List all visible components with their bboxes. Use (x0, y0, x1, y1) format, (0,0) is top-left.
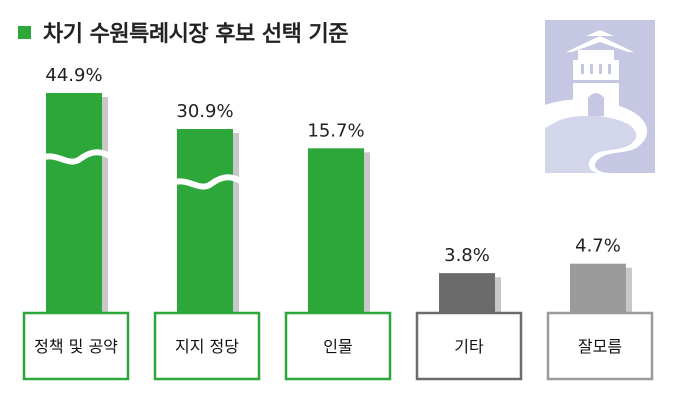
value-label-정책-및-공약: 44.9% (45, 65, 102, 86)
category-label-잘모름: 잘모름 (578, 337, 622, 356)
category-box-정책-및-공약 (22, 311, 130, 381)
title-marker (18, 25, 31, 39)
category-box-인물 (284, 311, 392, 381)
chart-title: 차기 수원특례시장 후보 선택 기준 (43, 22, 349, 47)
bar-지지-정당 (177, 129, 233, 313)
axis-break-지지-정당 (169, 174, 247, 190)
bar-정책-및-공약 (46, 93, 102, 313)
fortress-gate-illustration (545, 20, 655, 173)
bar-잘모름 (570, 263, 626, 313)
bar-인물 (308, 148, 364, 313)
category-label-정책-및-공약: 정책 및 공약 (34, 337, 118, 356)
category-box-지지-정당 (153, 311, 261, 381)
bar-기타 (439, 273, 495, 313)
category-box-기타 (415, 311, 523, 381)
value-label-기타: 3.8% (444, 245, 490, 266)
category-box-잘모름 (546, 311, 654, 381)
value-label-잘모름: 4.7% (575, 236, 621, 257)
chart-title-row: 차기 수원특례시장 후보 선택 기준 (18, 14, 349, 50)
category-label-인물: 인물 (323, 337, 352, 356)
value-label-지지-정당: 30.9% (176, 101, 233, 122)
value-label-인물: 15.7% (307, 120, 364, 141)
category-label-지지-정당: 지지 정당 (175, 337, 239, 356)
bars-layer: 44.9% 정책 및 공약 30.9% 지지 정당 15.7% 인물 3.8% 기타 4.7% 잘… (22, 65, 654, 381)
category-label-기타: 기타 (454, 337, 484, 356)
axis-break-정책-및-공약 (38, 149, 116, 165)
